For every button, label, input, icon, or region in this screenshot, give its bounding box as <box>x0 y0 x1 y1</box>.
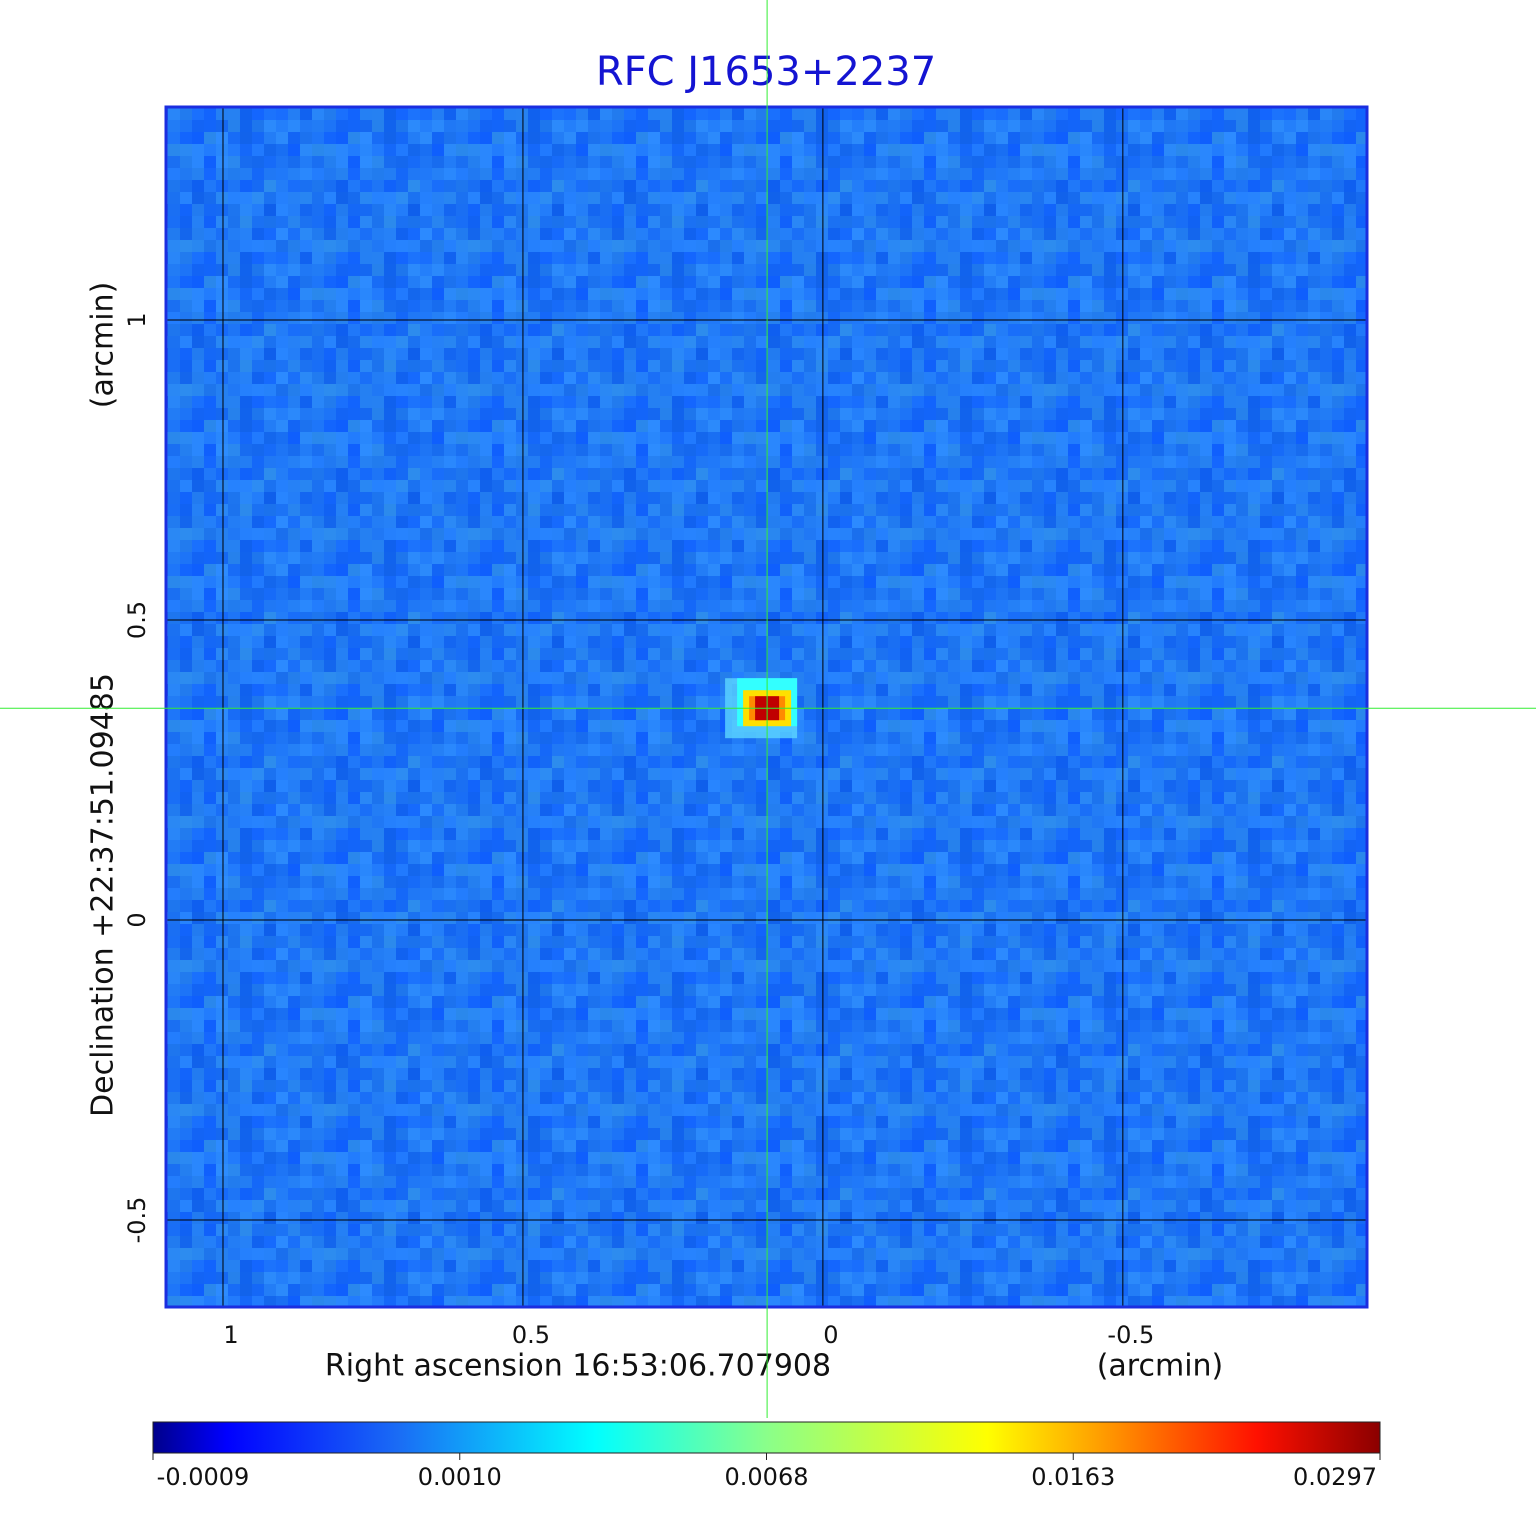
y-tick-label: 1 <box>123 312 151 327</box>
colorbar-tick-label: 0.0163 <box>1031 1463 1115 1491</box>
y-tick-label: -0.5 <box>123 1197 151 1244</box>
x-tick-label: 0 <box>823 1321 838 1349</box>
y-tick-label: 0.5 <box>123 601 151 639</box>
x-tick-label: 0.5 <box>512 1321 550 1349</box>
colorbar-tick-label: -0.0009 <box>157 1463 250 1491</box>
chart-title: RFC J1653+2237 <box>596 49 936 95</box>
colorbar-tick-label: 0.0297 <box>1293 1463 1377 1491</box>
x-axis-label: Right ascension 16:53:06.707908 <box>325 1349 831 1384</box>
colorbar-tick-label: 0.0068 <box>725 1463 809 1491</box>
y-axis-unit: (arcmin) <box>86 282 121 409</box>
y-tick-label: 0 <box>123 912 151 927</box>
image-frame <box>164 105 1369 1309</box>
x-tick-label: -0.5 <box>1107 1321 1154 1349</box>
y-axis-label: Declination +22:37:51.09485 <box>86 673 121 1117</box>
colorbar-tick-label: 0.0010 <box>418 1463 502 1491</box>
colorbar <box>152 1421 1381 1454</box>
x-axis-unit: (arcmin) <box>1097 1349 1224 1384</box>
x-tick-label: 1 <box>223 1321 238 1349</box>
